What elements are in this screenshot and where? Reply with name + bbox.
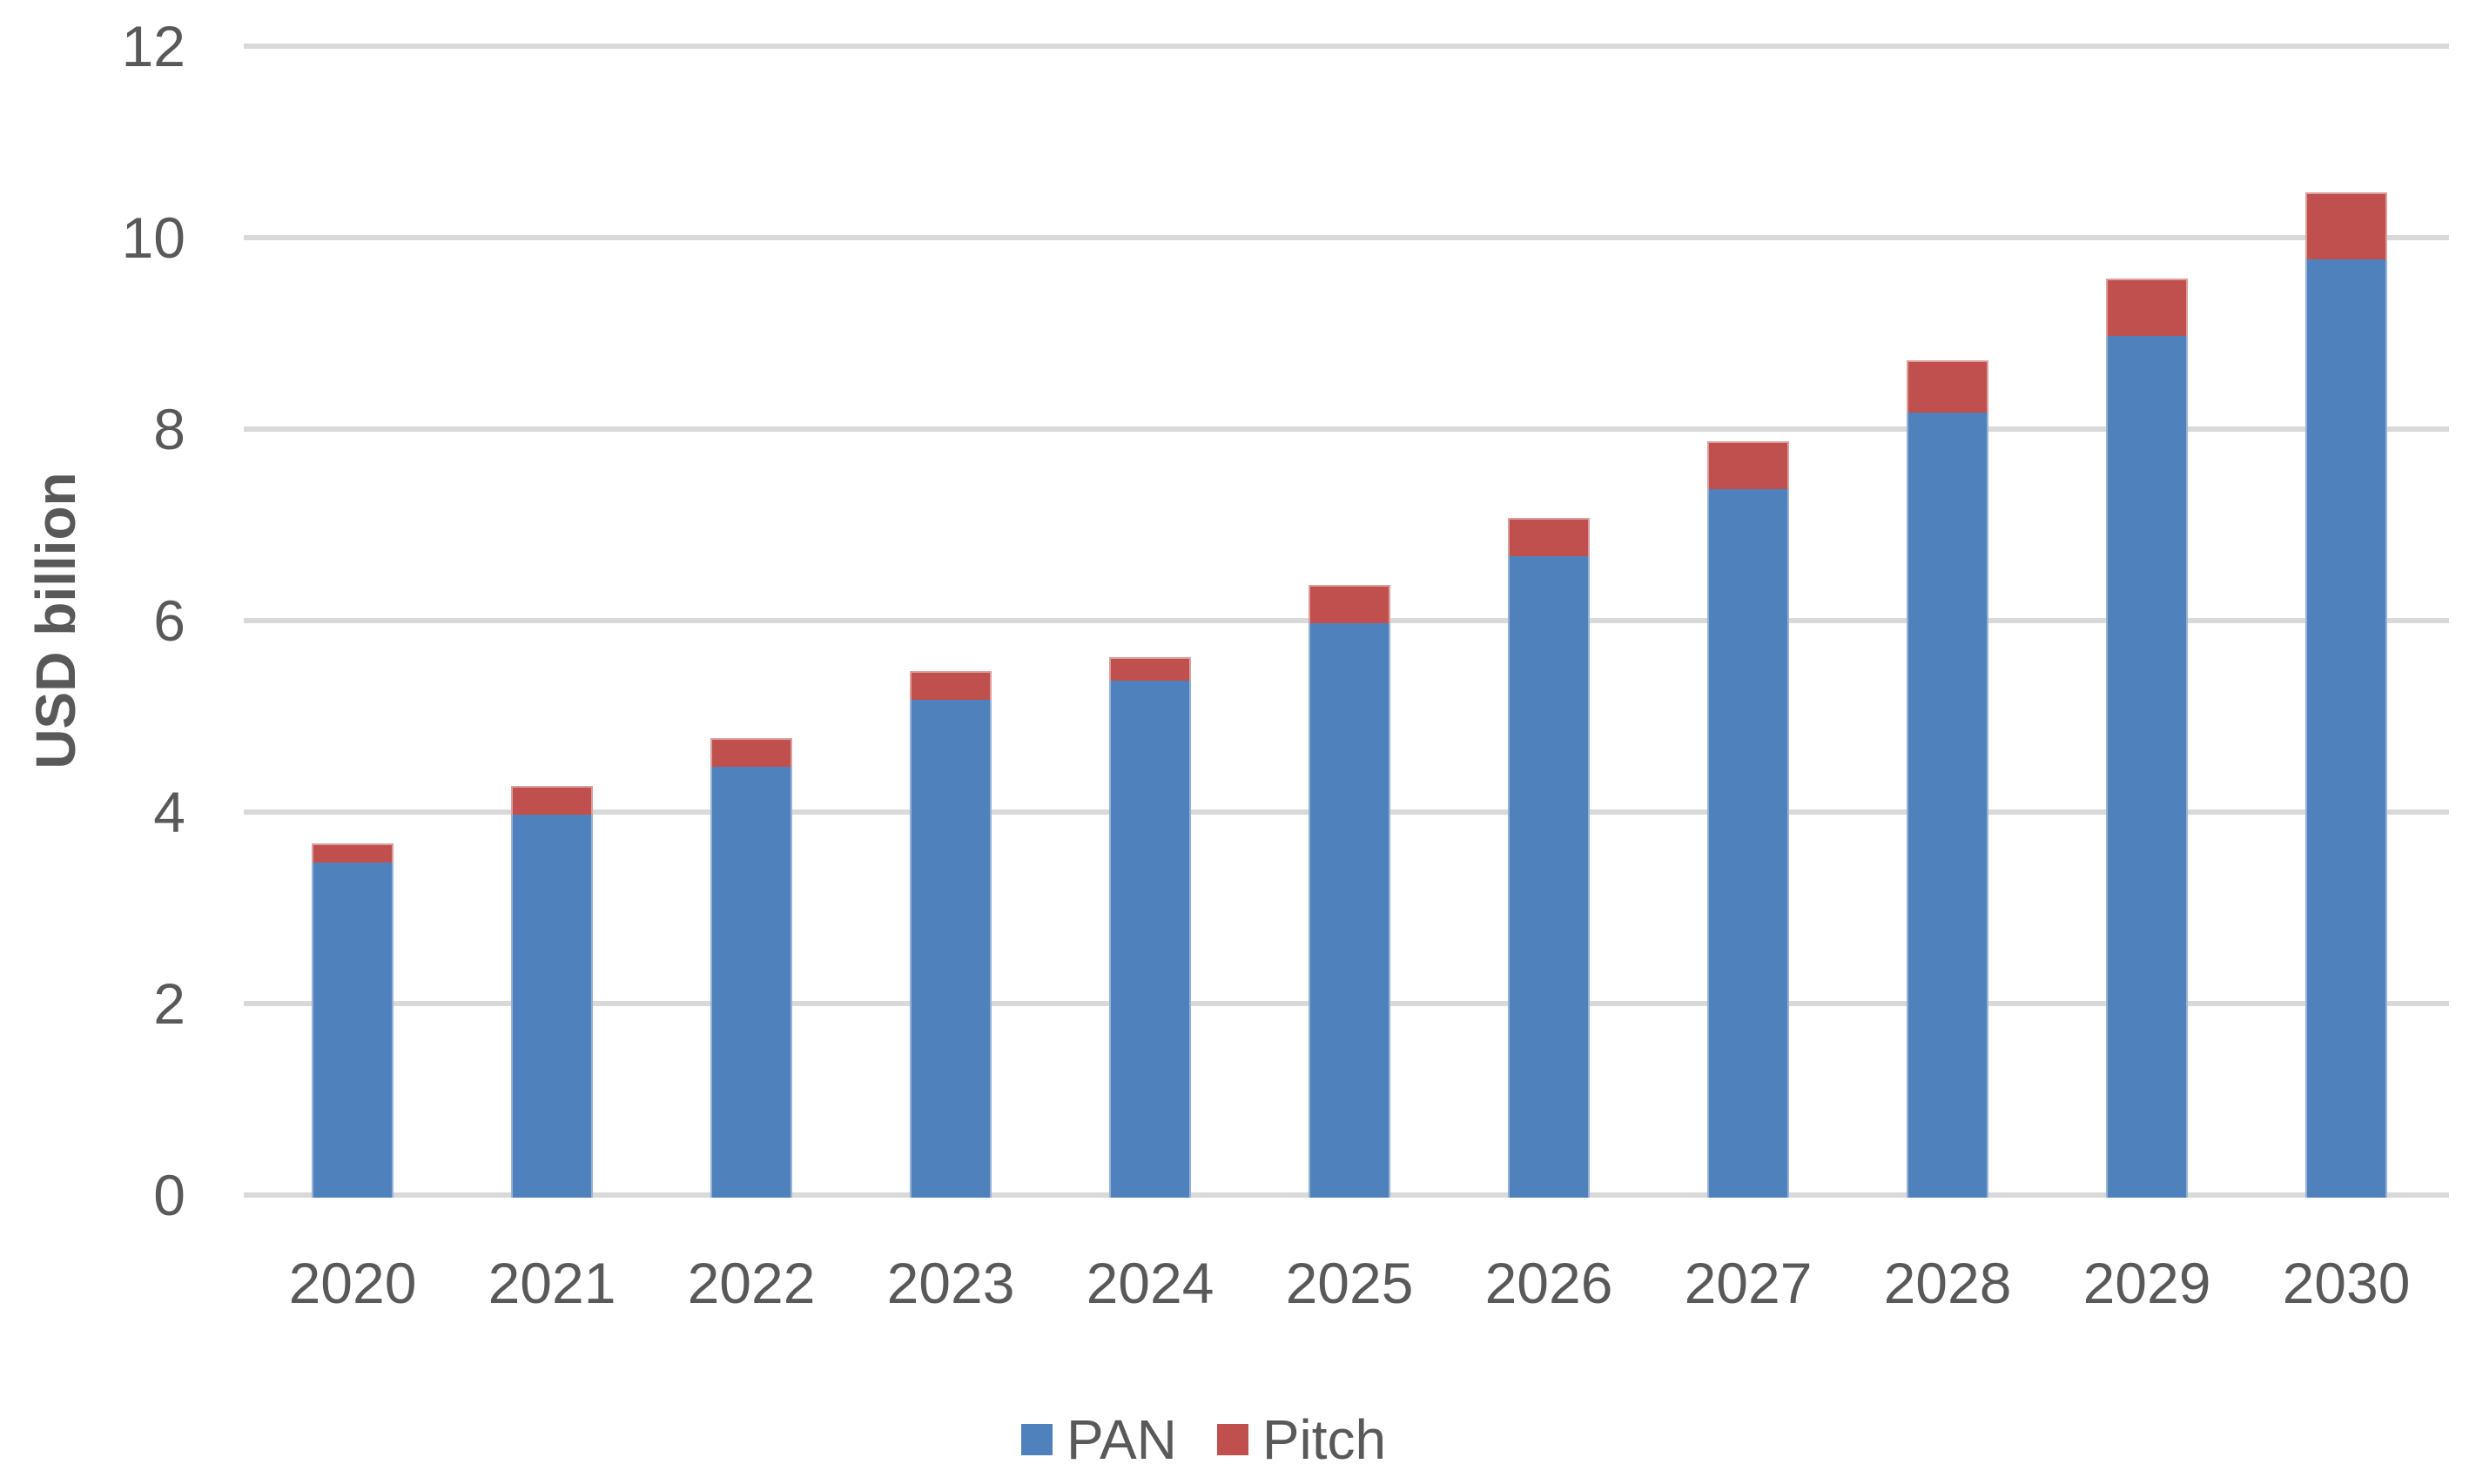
y-tick-label-6: 6	[153, 588, 185, 653]
bar-2021-pan	[511, 815, 593, 1198]
bar-2022-pitch	[710, 738, 792, 767]
y-tick-label-12: 12	[121, 14, 185, 78]
bar-2028-pitch	[1907, 359, 1988, 413]
x-axis-label-2025: 2025	[1285, 1251, 1414, 1315]
bar-2023-pan	[910, 700, 992, 1198]
bar-2021-pitch	[511, 786, 593, 815]
bar-2029-pan	[2106, 336, 2188, 1198]
bar-2025-pitch	[1309, 585, 1390, 623]
gridline-y10	[244, 235, 2449, 240]
bar-2029-pitch	[2106, 279, 2188, 336]
bar-2022-pan	[710, 767, 792, 1198]
x-axis-label-2028: 2028	[1883, 1251, 2012, 1315]
gridline-y12	[244, 44, 2449, 49]
x-axis-label-2026: 2026	[1484, 1251, 1613, 1315]
legend-label-pitch: Pitch	[1262, 1408, 1387, 1471]
x-axis-label-2021: 2021	[488, 1251, 616, 1315]
bar-2027-pan	[1707, 489, 1789, 1198]
x-axis-label-2020: 2020	[288, 1251, 417, 1315]
x-axis-label-2023: 2023	[886, 1251, 1015, 1315]
bar-2025-pan	[1309, 623, 1390, 1198]
legend-marker-pan	[1021, 1424, 1053, 1455]
y-tick-label-8: 8	[153, 397, 185, 461]
bar-2020-pan	[312, 863, 394, 1198]
x-axis-label-2029: 2029	[2082, 1251, 2211, 1315]
x-axis-label-2027: 2027	[1684, 1251, 1813, 1315]
y-tick-label-0: 0	[153, 1163, 185, 1227]
x-axis-label-2030: 2030	[2282, 1251, 2411, 1315]
bar-2026-pitch	[1508, 518, 1590, 556]
bar-2020-pitch	[312, 843, 394, 863]
y-tick-label-2: 2	[153, 971, 185, 1036]
bar-2030-pan	[2305, 259, 2387, 1198]
y-tick-label-4: 4	[153, 780, 185, 844]
legend-label-pan: PAN	[1066, 1408, 1177, 1471]
legend-item-pan: PAN	[1021, 1408, 1177, 1471]
x-axis-label-2024: 2024	[1086, 1251, 1214, 1315]
bar-2027-pitch	[1707, 441, 1789, 489]
bar-2030-pitch	[2305, 192, 2387, 259]
bar-2028-pan	[1907, 413, 1988, 1198]
legend-marker-pitch	[1216, 1424, 1248, 1455]
bar-2026-pan	[1508, 556, 1590, 1198]
y-tick-label-10: 10	[121, 205, 185, 270]
bar-2024-pan	[1109, 681, 1191, 1198]
bar-2024-pitch	[1109, 656, 1191, 681]
bar-2023-pitch	[910, 671, 992, 700]
x-axis-label-2022: 2022	[687, 1251, 816, 1315]
gridline-y8	[244, 426, 2449, 432]
legend-item-pitch: Pitch	[1216, 1408, 1387, 1471]
legend: PAN Pitch	[1021, 1408, 1386, 1471]
